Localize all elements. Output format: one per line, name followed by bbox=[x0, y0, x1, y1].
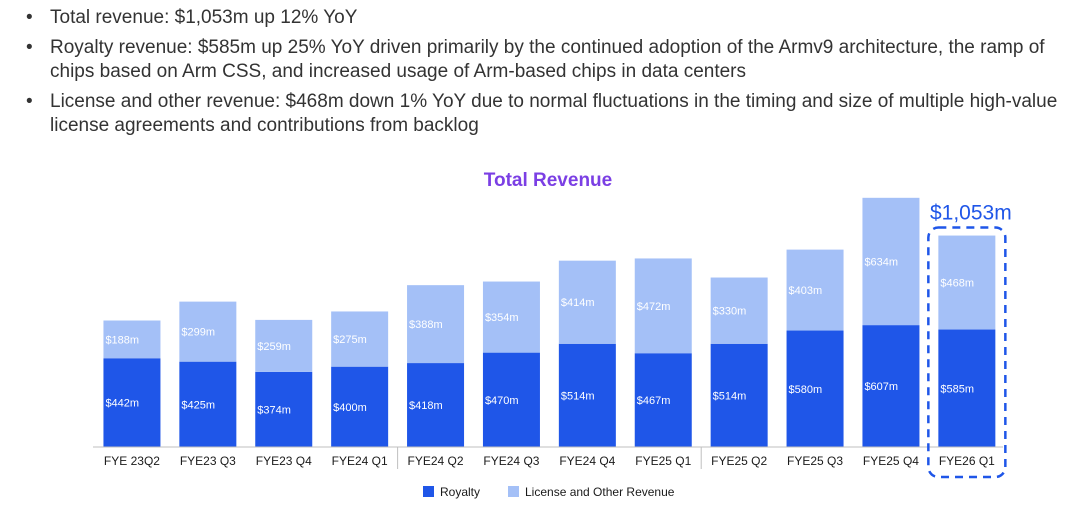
license-value-label: $468m bbox=[940, 278, 974, 290]
bar-license bbox=[179, 301, 237, 362]
bar-royalty bbox=[634, 353, 692, 447]
legend-swatch bbox=[508, 486, 519, 497]
total-revenue-chart: Total Revenue $442m$188m$425m$299m$374m$… bbox=[93, 170, 1012, 499]
x-tick-label: FYE 23Q2 bbox=[104, 454, 160, 468]
bar-royalty bbox=[558, 343, 616, 447]
bar-license bbox=[407, 285, 465, 364]
bullet-list: Total revenue: $1,053m up 12% YoY Royalt… bbox=[22, 6, 1072, 144]
license-value-label: $403m bbox=[789, 285, 823, 297]
royalty-value-label: $425m bbox=[181, 399, 215, 411]
royalty-value-label: $374m bbox=[257, 404, 291, 416]
bar-license bbox=[786, 249, 844, 331]
bar-license bbox=[331, 311, 389, 367]
bar-license bbox=[103, 320, 161, 359]
highlight-total-label: $1,053m bbox=[930, 202, 1012, 225]
bullet-total-revenue: Total revenue: $1,053m up 12% YoY bbox=[22, 6, 1072, 30]
bar-royalty bbox=[482, 352, 540, 447]
license-value-label: $414m bbox=[561, 297, 595, 309]
x-tick-label: FYE23 Q4 bbox=[256, 454, 312, 468]
bar-royalty bbox=[407, 363, 465, 447]
license-value-label: $330m bbox=[713, 306, 747, 318]
license-value-label: $259m bbox=[257, 341, 291, 353]
royalty-value-label: $442m bbox=[105, 398, 139, 410]
legend-label: Royalty bbox=[440, 485, 480, 499]
license-value-label: $634m bbox=[864, 256, 898, 268]
x-tick-label: FYE26 Q1 bbox=[939, 454, 995, 468]
legend-swatch bbox=[423, 486, 434, 497]
x-tick-label: FYE25 Q3 bbox=[787, 454, 843, 468]
royalty-value-label: $467m bbox=[637, 395, 671, 407]
x-tick-label: FYE24 Q1 bbox=[332, 454, 388, 468]
chart-legend: Royalty License and Other Revenue bbox=[423, 485, 675, 499]
bar-license bbox=[255, 319, 313, 372]
royalty-value-label: $418m bbox=[409, 400, 443, 412]
bar-license bbox=[482, 281, 540, 353]
royalty-value-label: $514m bbox=[713, 390, 747, 402]
bar-royalty bbox=[938, 329, 996, 447]
bar-royalty bbox=[255, 371, 313, 447]
bar-royalty bbox=[331, 366, 389, 447]
x-tick-label: FYE23 Q3 bbox=[180, 454, 236, 468]
bullet-royalty-revenue: Royalty revenue: $585m up 25% YoY driven… bbox=[22, 36, 1072, 84]
license-value-label: $275m bbox=[333, 334, 367, 346]
bar-royalty bbox=[179, 361, 237, 447]
royalty-value-label: $514m bbox=[561, 390, 595, 402]
highlight-dashed-box bbox=[927, 226, 1007, 479]
x-tick-label: FYE24 Q4 bbox=[559, 454, 615, 468]
bar-license bbox=[938, 235, 996, 330]
x-tick-label: FYE25 Q4 bbox=[863, 454, 919, 468]
license-value-label: $472m bbox=[637, 301, 671, 313]
bar-license bbox=[634, 258, 692, 354]
x-tick-label: FYE24 Q3 bbox=[483, 454, 539, 468]
royalty-value-label: $580m bbox=[789, 384, 823, 396]
bar-license bbox=[710, 277, 768, 344]
bar-royalty bbox=[710, 343, 768, 447]
bars-group: $442m $188m $425m $299m $374m $259m $400m $275m… bbox=[103, 197, 996, 447]
license-value-label: $388m bbox=[409, 319, 443, 331]
x-tick-label: FYE25 Q1 bbox=[635, 454, 691, 468]
license-value-label: $299m bbox=[181, 327, 215, 339]
bar-license bbox=[558, 260, 616, 344]
bullet-license-revenue: License and other revenue: $468m down 1%… bbox=[22, 90, 1072, 138]
bar-royalty bbox=[103, 358, 161, 447]
royalty-value-label: $400m bbox=[333, 402, 367, 414]
x-tick-label: FYE24 Q2 bbox=[408, 454, 464, 468]
chart-title: Total Revenue bbox=[484, 170, 612, 191]
license-value-label: $188m bbox=[105, 334, 139, 346]
bar-royalty bbox=[862, 325, 920, 447]
x-tick-label: FYE25 Q2 bbox=[711, 454, 767, 468]
royalty-value-label: $585m bbox=[940, 383, 974, 395]
bar-royalty bbox=[786, 330, 844, 447]
highlight-group: $1,053m bbox=[927, 202, 1012, 479]
license-value-label: $354m bbox=[485, 312, 519, 324]
bar-license bbox=[862, 197, 920, 326]
legend-label: License and Other Revenue bbox=[525, 485, 675, 499]
x-axis-ticks: FYE 23Q2 FYE23 Q3 FYE23 Q4 FYE24 Q1 FYE24 Q2… bbox=[104, 447, 995, 469]
royalty-value-label: $607m bbox=[864, 381, 898, 393]
royalty-value-label: $470m bbox=[485, 395, 519, 407]
